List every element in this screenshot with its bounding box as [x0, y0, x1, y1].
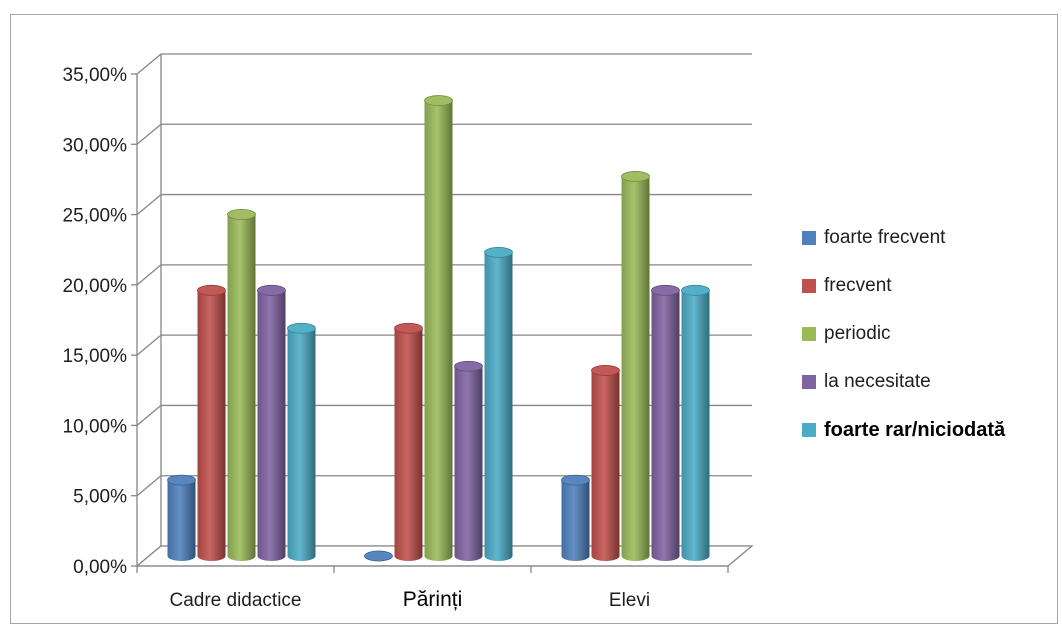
- bar-body: [621, 176, 650, 561]
- bar: [424, 95, 453, 561]
- bar-body: [257, 290, 286, 561]
- legend-item: la necesitate: [802, 358, 1058, 406]
- bar: [287, 322, 316, 561]
- y-tick-label: 20,00%: [63, 276, 128, 297]
- bar-top: [424, 95, 453, 106]
- y-tick-label: 10,00%: [63, 416, 128, 437]
- bar: [651, 284, 680, 561]
- bar: [484, 246, 513, 561]
- bar: [394, 322, 423, 561]
- bar-body: [394, 328, 423, 561]
- bar-top: [287, 322, 316, 334]
- bar-body: [197, 290, 226, 561]
- side-gridline: [136, 123, 162, 145]
- bar-body: [287, 328, 316, 561]
- legend-swatch: [802, 327, 816, 341]
- bar: [167, 474, 196, 561]
- bar: [197, 284, 226, 561]
- bar-body: [681, 290, 710, 561]
- legend-label: la necesitate: [824, 371, 931, 392]
- y-tick-label: 30,00%: [63, 135, 128, 156]
- y-tick-label: 35,00%: [63, 65, 128, 86]
- label-layer: 0,00% 5,00% 10,00% 15,00% 20,00% 25,00% 30,00%…: [63, 65, 651, 611]
- bar-top: [561, 474, 590, 486]
- bar-top: [364, 550, 393, 562]
- y-tick-label: 15,00%: [63, 346, 128, 367]
- legend-swatch: [802, 375, 816, 389]
- legend-item: periodic: [802, 310, 1058, 358]
- bar: [591, 365, 620, 561]
- bar-layer: [167, 95, 710, 562]
- bar-top: [591, 365, 620, 376]
- y-tick-label: 25,00%: [63, 206, 128, 227]
- bar: [561, 474, 590, 561]
- x-tick-label: Părinți: [403, 588, 463, 611]
- bar-top: [621, 171, 650, 182]
- legend-item: foarte frecvent: [802, 214, 1058, 262]
- legend-label: foarte frecvent: [824, 227, 946, 248]
- legend-label: frecvent: [824, 275, 892, 296]
- bar: [364, 550, 393, 562]
- bar: [621, 171, 650, 561]
- y-tick-label: 5,00%: [73, 487, 127, 508]
- axis-layer: [131, 73, 729, 573]
- bar-body: [167, 480, 196, 561]
- x-tick-label: Elevi: [609, 590, 650, 611]
- legend-label: foarte rar/niciodată: [824, 418, 1006, 441]
- bar: [454, 360, 483, 561]
- legend-item: frecvent: [802, 262, 1058, 310]
- side-gridline: [136, 475, 162, 497]
- bar-top: [167, 474, 196, 486]
- bar-top: [681, 284, 710, 296]
- legend-item: foarte rar/niciodată: [802, 406, 1058, 454]
- bar: [681, 284, 710, 561]
- side-gridline: [136, 53, 162, 75]
- side-gridline: [136, 264, 162, 286]
- bar-top: [394, 322, 423, 334]
- x-tick-label: Cadre didactice: [169, 590, 301, 611]
- bar-top: [651, 284, 680, 296]
- bar-top: [197, 284, 226, 296]
- bar-body: [591, 370, 620, 561]
- bar: [257, 284, 286, 561]
- chart-legend: foarte frecvent frecvent periodic la necesi…: [802, 214, 1058, 454]
- bar-body: [484, 252, 513, 561]
- bar: [227, 209, 256, 561]
- bar-top: [227, 209, 256, 220]
- side-gridline: [136, 404, 162, 426]
- bar-body: [561, 480, 590, 561]
- bar-top: [484, 246, 513, 258]
- bar-top: [454, 360, 483, 372]
- y-tick-label: 0,00%: [73, 557, 127, 578]
- legend-swatch: [802, 423, 816, 437]
- bar-body: [424, 100, 453, 561]
- legend-swatch: [802, 279, 816, 293]
- legend-label: periodic: [824, 323, 891, 344]
- bar-body: [227, 214, 256, 561]
- side-gridline: [136, 194, 162, 216]
- side-gridline: [136, 334, 162, 356]
- bar-top: [257, 284, 286, 296]
- bar-body: [651, 290, 680, 561]
- legend-swatch: [802, 231, 816, 245]
- bar-body: [454, 366, 483, 561]
